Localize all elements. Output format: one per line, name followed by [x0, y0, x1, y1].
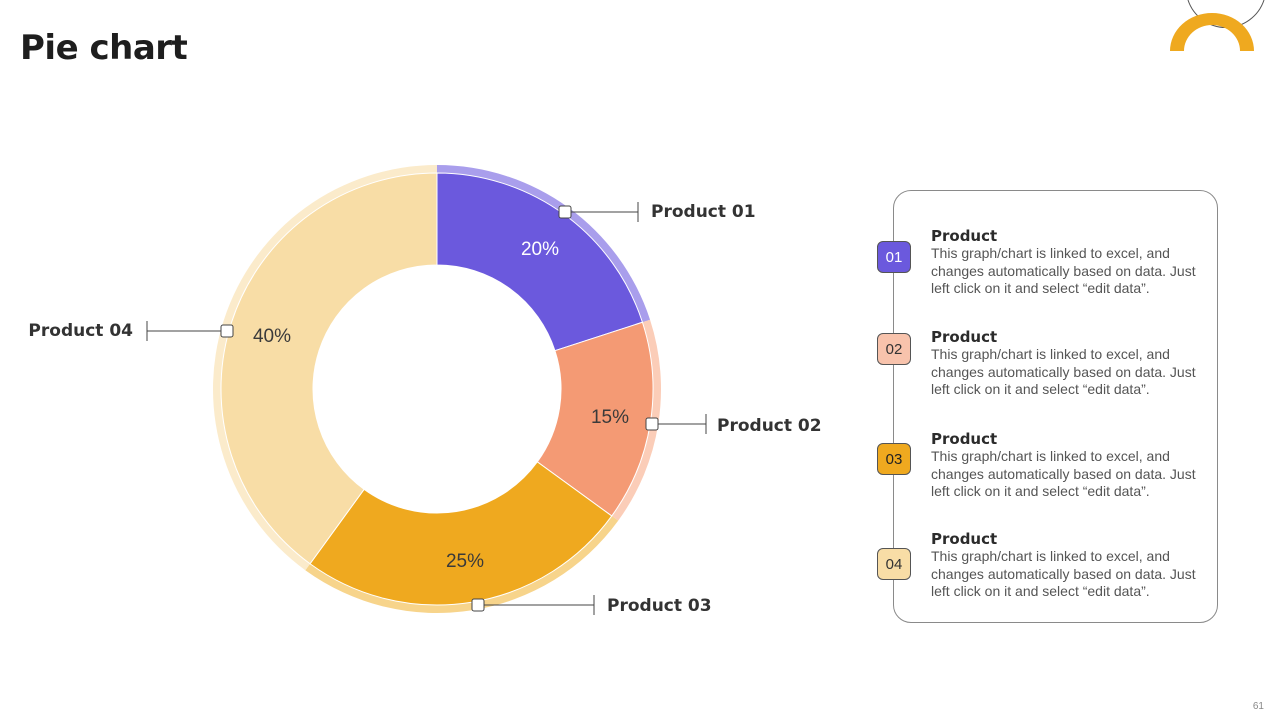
pie-slice-4	[220, 172, 438, 565]
callout-marker-3	[471, 598, 485, 612]
callout-marker-4	[220, 324, 234, 338]
page-title: Pie chart	[20, 28, 188, 68]
legend-badge-02: 02	[877, 333, 911, 365]
legend-heading: Product	[931, 227, 998, 245]
callout-marker-1	[558, 205, 572, 219]
pie-slice-1	[436, 172, 644, 352]
value-label-3: 25%	[446, 551, 484, 572]
value-label-4: 40%	[253, 326, 291, 347]
legend-heading: Product	[931, 430, 998, 448]
legend-item-03: Product This graph/chart is linked to ex…	[931, 430, 1216, 501]
legend-badge-01: 01	[877, 241, 911, 273]
value-label-2: 15%	[591, 407, 629, 428]
legend-description: This graph/chart is linked to excel, and…	[931, 448, 1196, 499]
legend-item-04: Product This graph/chart is linked to ex…	[931, 530, 1216, 601]
value-label-1: 20%	[521, 239, 559, 260]
legend-timeline	[893, 240, 894, 585]
category-label-4: Product 04	[28, 321, 133, 341]
category-label-1: Product 01	[651, 202, 756, 222]
legend-badge-03: 03	[877, 443, 911, 475]
legend-badge-04: 04	[877, 548, 911, 580]
callout-marker-2	[645, 417, 659, 431]
legend-description: This graph/chart is linked to excel, and…	[931, 245, 1196, 296]
legend-heading: Product	[931, 530, 998, 548]
category-label-2: Product 02	[717, 416, 822, 436]
legend-description: This graph/chart is linked to excel, and…	[931, 346, 1196, 397]
corner-decoration	[1170, 0, 1265, 51]
legend-item-02: Product This graph/chart is linked to ex…	[931, 328, 1216, 399]
page-number: 61	[1252, 701, 1264, 712]
slice-rim-1	[437, 165, 651, 323]
legend-item-01: Product This graph/chart is linked to ex…	[931, 227, 1216, 298]
category-label-3: Product 03	[607, 596, 712, 616]
legend-heading: Product	[931, 328, 998, 346]
pie-slice-3	[309, 461, 613, 606]
legend-description: This graph/chart is linked to excel, and…	[931, 548, 1196, 599]
